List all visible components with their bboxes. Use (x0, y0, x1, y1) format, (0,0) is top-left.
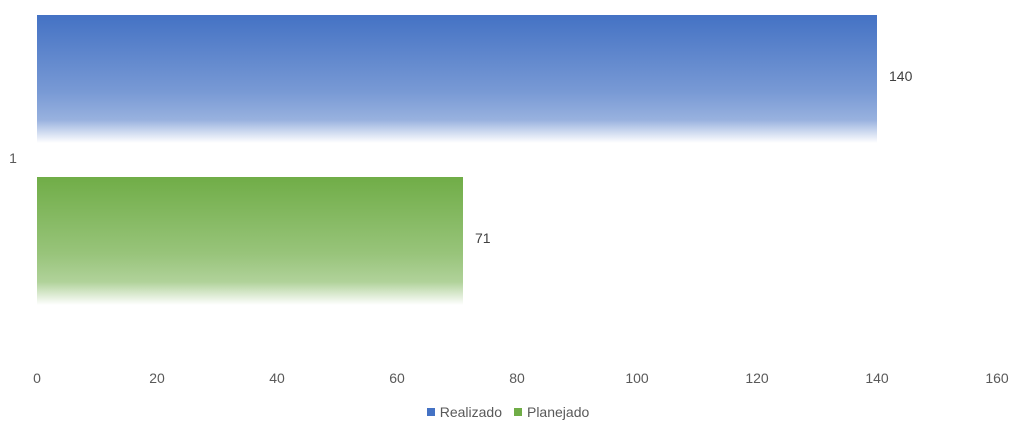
legend-swatch-realizado (426, 408, 435, 416)
x-tick-label: 0 (33, 370, 41, 386)
legend: Realizado Planejado (0, 404, 1016, 420)
category-label: 1 (9, 150, 17, 166)
x-tick-label: 140 (865, 370, 889, 386)
bar-realizado (37, 15, 877, 143)
x-tick-label: 100 (625, 370, 649, 386)
legend-swatch-planejado (513, 408, 522, 416)
x-tick-label: 40 (269, 370, 285, 386)
data-label-realizado: 140 (889, 68, 913, 84)
bar-planejado (37, 177, 463, 305)
legend-label-planejado: Planejado (526, 404, 590, 420)
x-tick-label: 20 (149, 370, 165, 386)
x-tick-label: 80 (509, 370, 525, 386)
legend-item-realizado: Realizado (426, 404, 502, 420)
legend-item-planejado: Planejado (513, 404, 590, 420)
x-axis: 0 20 40 60 80 100 120 140 160 (33, 370, 1009, 386)
x-tick-label: 60 (389, 370, 405, 386)
data-label-planejado: 71 (475, 230, 491, 246)
bars-layer (37, 15, 877, 305)
legend-label-realizado: Realizado (439, 404, 502, 420)
x-tick-label: 160 (985, 370, 1009, 386)
x-tick-label: 120 (745, 370, 769, 386)
data-labels-layer: 140 71 (475, 68, 913, 246)
